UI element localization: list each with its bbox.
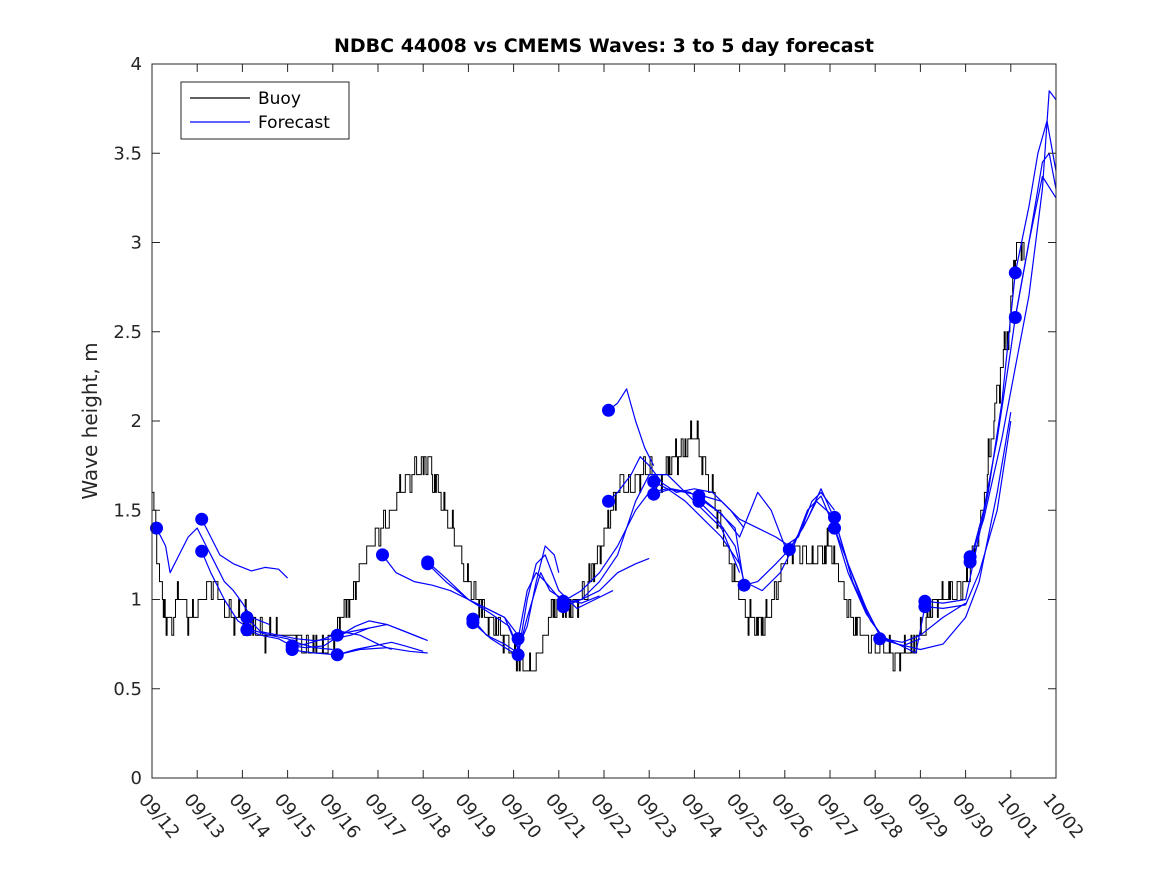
x-tick-label: 09/16 [315, 790, 364, 843]
forecast-line [562, 488, 741, 602]
forecast-marker [150, 521, 163, 535]
forecast-line [608, 388, 655, 466]
forecast-marker [285, 643, 299, 656]
x-tick-label: 09/22 [586, 790, 635, 843]
forecast-marker [918, 600, 932, 614]
forecast-line [698, 488, 881, 636]
y-axis-label: Wave height, m [78, 342, 102, 499]
forecast-line [472, 572, 600, 654]
forecast-marker [1008, 311, 1022, 324]
forecast-marker [195, 512, 209, 526]
forecast-marker [466, 616, 480, 630]
x-tick-label: 09/26 [767, 790, 816, 843]
x-tick-label: 09/18 [405, 790, 454, 843]
chart-title: NDBC 44008 vs CMEMS Waves: 3 to 5 day fo… [334, 35, 874, 57]
forecast-marker [1008, 266, 1022, 280]
x-tick-label: 09/14 [225, 790, 274, 843]
x-tick-label: 09/13 [179, 790, 228, 843]
forecast-series [155, 90, 1057, 656]
x-tick-label: 09/27 [812, 790, 861, 843]
y-tick-label: 0 [131, 768, 142, 789]
y-tick-label: 1 [131, 590, 142, 611]
forecast-marker [963, 550, 977, 564]
forecast-marker [240, 623, 254, 637]
forecast-line [201, 518, 289, 579]
forecast-marker [782, 543, 796, 556]
forecast-line [1014, 152, 1057, 318]
forecast-line [563, 474, 741, 608]
forecast-marker [647, 475, 661, 489]
forecast-line [246, 629, 392, 651]
y-tick-label: 2.5 [113, 322, 142, 343]
forecast-marker [511, 648, 525, 662]
forecast-line [517, 557, 650, 639]
forecast-marker [421, 557, 435, 571]
y-tick-label: 3 [131, 233, 142, 254]
forecast-marker [195, 544, 209, 558]
x-tick-label: 09/15 [270, 790, 319, 843]
forecast-line [246, 616, 370, 642]
forecast-line [969, 90, 1057, 561]
x-tick-label: 10/01 [993, 790, 1042, 843]
y-tick-label: 1.5 [113, 500, 142, 521]
forecast-marker [511, 632, 525, 646]
forecast-marker [737, 578, 751, 592]
x-tick-label: 09/17 [360, 790, 409, 843]
y-tick-label: 3.5 [113, 143, 142, 164]
buoy-series [152, 242, 1025, 672]
forecast-marker [330, 628, 344, 642]
forecast-marker [828, 521, 841, 535]
legend-box [180, 81, 350, 140]
legend: Buoy Forecast [180, 81, 350, 140]
y-axis: 0 0.5 1 1.5 2 2.5 3 3.5 4 [113, 54, 1056, 789]
forecast-markers [150, 266, 1022, 662]
legend-forecast-label: Forecast [258, 113, 330, 133]
forecast-line [879, 420, 1012, 654]
plot-frame [151, 63, 1057, 779]
x-tick-label: 09/25 [722, 790, 771, 843]
forecast-marker [873, 632, 887, 646]
legend-buoy-label: Buoy [258, 89, 301, 109]
forecast-marker [647, 487, 661, 501]
y-tick-label: 4 [131, 54, 142, 75]
forecast-line [969, 175, 1057, 563]
forecast-line [337, 623, 428, 642]
forecast-line [382, 554, 519, 636]
forecast-line [337, 641, 424, 656]
y-tick-label: 2 [131, 411, 142, 432]
x-tick-label: 09/30 [948, 790, 997, 843]
forecast-marker [556, 600, 570, 614]
forecast-marker [692, 494, 706, 508]
x-axis: 09/1209/1309/1409/1509/1609/1709/1809/19… [134, 64, 1088, 843]
forecast-line [653, 481, 790, 547]
forecast-line [291, 647, 428, 656]
x-tick-label: 09/20 [496, 790, 545, 843]
x-tick-label: 09/19 [451, 790, 500, 843]
forecast-marker [602, 403, 615, 417]
x-tick-label: 09/21 [541, 790, 590, 843]
x-tick-label: 09/23 [631, 790, 680, 843]
x-tick-label: 09/12 [134, 790, 183, 843]
x-tick-label: 09/24 [677, 790, 726, 843]
x-tick-label: 10/02 [1038, 790, 1087, 843]
forecast-marker [602, 494, 615, 508]
x-tick-label: 09/28 [857, 790, 906, 843]
x-tick-label: 09/29 [903, 790, 952, 843]
forecast-marker [330, 648, 344, 662]
forecast-line [833, 411, 1012, 651]
forecast-line [427, 545, 560, 649]
buoy-line [152, 242, 1025, 672]
y-tick-label: 0.5 [113, 679, 142, 700]
forecast-line [788, 500, 966, 643]
forecast-line [608, 456, 745, 529]
forecast-line [924, 120, 1057, 604]
forecast-marker [828, 510, 841, 524]
forecast-marker [240, 610, 254, 624]
forecast-marker [376, 548, 389, 562]
forecast-line [472, 554, 614, 656]
forecast-line [653, 488, 835, 547]
forecast-line [201, 551, 333, 651]
